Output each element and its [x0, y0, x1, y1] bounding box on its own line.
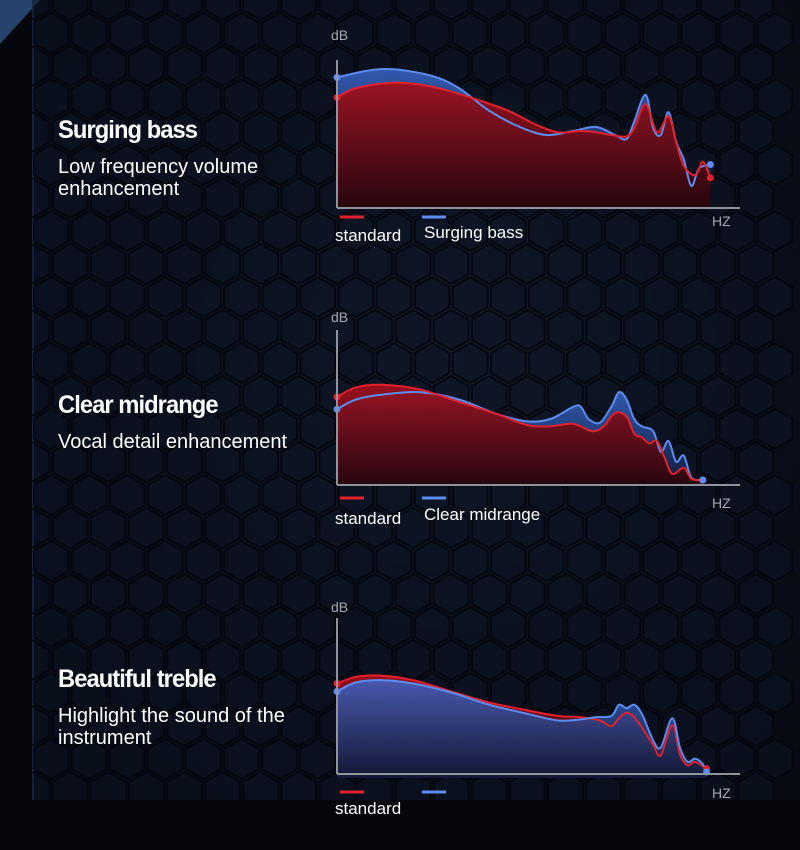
legend-label-standard: standard	[335, 509, 401, 528]
section-description: Low frequency volume enhancement	[58, 156, 259, 200]
section-description: Vocal detail enhancement	[58, 431, 288, 453]
standard-area	[337, 384, 703, 486]
legend-label-standard: standard	[335, 226, 401, 245]
legend-label-enhanced: Clear midrange	[424, 505, 540, 524]
section-surging-bass: Surging bass Low frequency volume enhanc…	[0, 20, 800, 280]
frequency-response-chart: dB HZ standard	[331, 599, 740, 818]
standard-line	[336, 81, 712, 179]
standard-end-point	[706, 174, 714, 182]
section-clear-midrange: Clear midrange Vocal detail enhancement …	[0, 305, 800, 565]
standard-line	[336, 674, 708, 770]
y-axis-label: dB	[331, 599, 348, 615]
section-title: Clear midrange	[58, 391, 219, 419]
x-axis-label: HZ	[712, 495, 731, 511]
standard-line	[336, 383, 703, 482]
legend-label-standard: standard	[335, 799, 401, 818]
section-description: Highlight the sound of the instrument	[58, 705, 285, 749]
enhanced-area	[337, 680, 707, 778]
frequency-response-chart: dB HZ standard Clear midrange	[331, 309, 740, 528]
enhanced-line	[336, 390, 704, 482]
x-axis-label: HZ	[712, 785, 731, 801]
x-axis-label: HZ	[712, 213, 731, 229]
section-beautiful-treble: Beautiful treble Highlight the sound of …	[0, 590, 800, 850]
y-axis-label: dB	[331, 309, 348, 325]
standard-area	[337, 82, 711, 208]
frequency-response-chart: dB HZ standard Surging bass	[331, 27, 740, 245]
section-title: Beautiful treble	[58, 665, 217, 693]
enhanced-line	[336, 679, 708, 773]
legend-label-enhanced: Surging bass	[424, 223, 523, 242]
enhanced-line	[336, 67, 711, 187]
enhanced-end-point	[699, 476, 707, 484]
section-title: Surging bass	[58, 116, 198, 144]
enhanced-end-point	[706, 161, 714, 168]
y-axis-label: dB	[331, 27, 348, 43]
